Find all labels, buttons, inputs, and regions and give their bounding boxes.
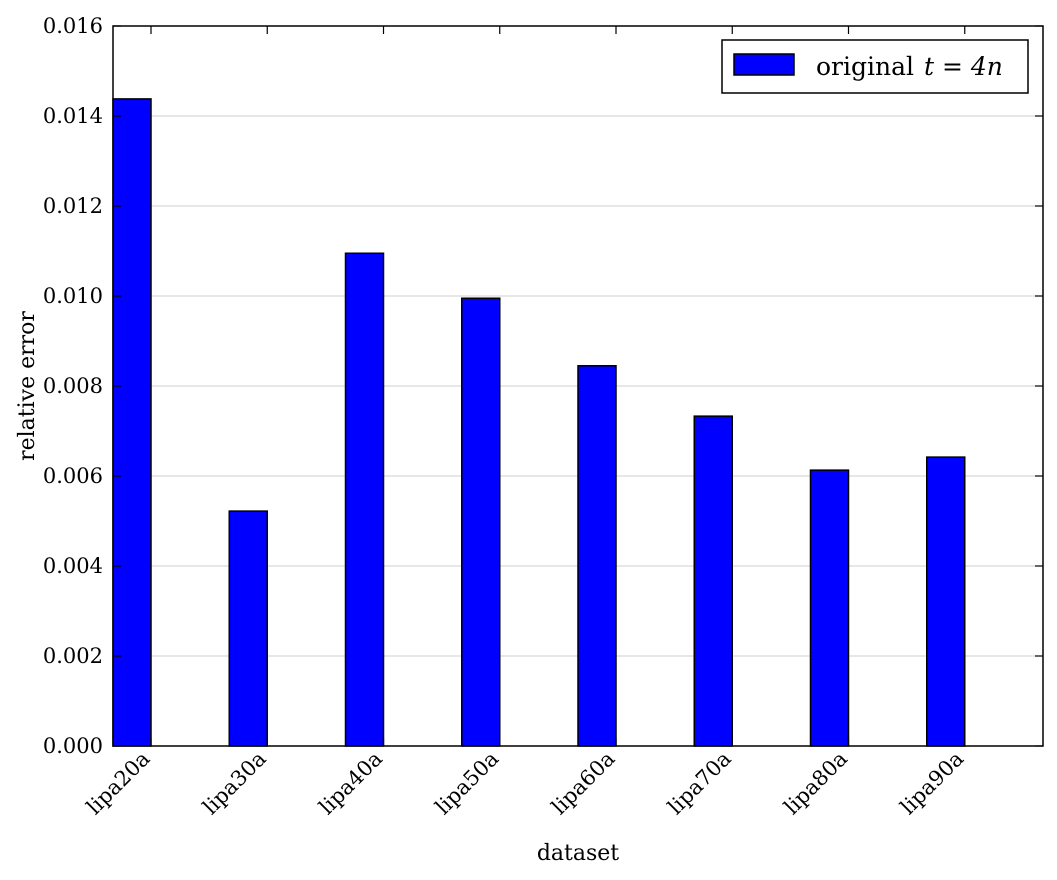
x-tick-labels: lipa20a lipa30a lipa40a lipa50a lipa60a lipa7… [82, 747, 968, 820]
y-tick-label: 0.016 [43, 14, 103, 38]
y-tick-label: 0.012 [43, 194, 103, 218]
bar-lipa90a [926, 456, 966, 747]
x-tick-label: lipa40a [314, 747, 387, 820]
x-axis-title: dataset [537, 841, 619, 866]
bars [112, 98, 966, 747]
legend-label: original t = 4n [816, 52, 1003, 81]
bar-lipa20a [112, 98, 152, 747]
bar-lipa50a [461, 297, 501, 747]
bar-lipa60a [577, 365, 617, 747]
x-tick-label: lipa80a [779, 747, 852, 820]
bar-lipa70a [693, 415, 733, 747]
y-tick-labels: 0.000 0.002 0.004 0.006 0.008 0.010 0.012 0.014… [43, 14, 103, 758]
x-tick-label: lipa30a [198, 747, 271, 820]
legend-label-math: t = 4n [924, 52, 1003, 81]
bar-lipa30a [228, 510, 268, 747]
x-tick-label: lipa90a [896, 747, 969, 820]
x-tick-label: lipa60a [547, 747, 620, 820]
axis-ticks [113, 25, 1043, 747]
y-tick-label: 0.010 [43, 284, 103, 308]
x-tick-label: lipa50a [431, 747, 504, 820]
y-axis-title: relative error [15, 311, 40, 461]
y-tick-label: 0.004 [43, 554, 103, 578]
y-tick-label: 0.014 [43, 104, 103, 128]
legend: original t = 4n [721, 39, 1029, 94]
y-tick-label: 0.000 [43, 734, 103, 758]
bar-lipa80a [809, 469, 850, 747]
y-tick-label: 0.006 [43, 464, 103, 488]
y-tick-label: 0.008 [43, 374, 103, 398]
x-tick-label: lipa70a [663, 747, 736, 820]
legend-swatch [733, 53, 795, 76]
bar-lipa40a [344, 252, 385, 747]
legend-label-word: original [816, 52, 914, 81]
y-tick-label: 0.002 [43, 644, 103, 668]
